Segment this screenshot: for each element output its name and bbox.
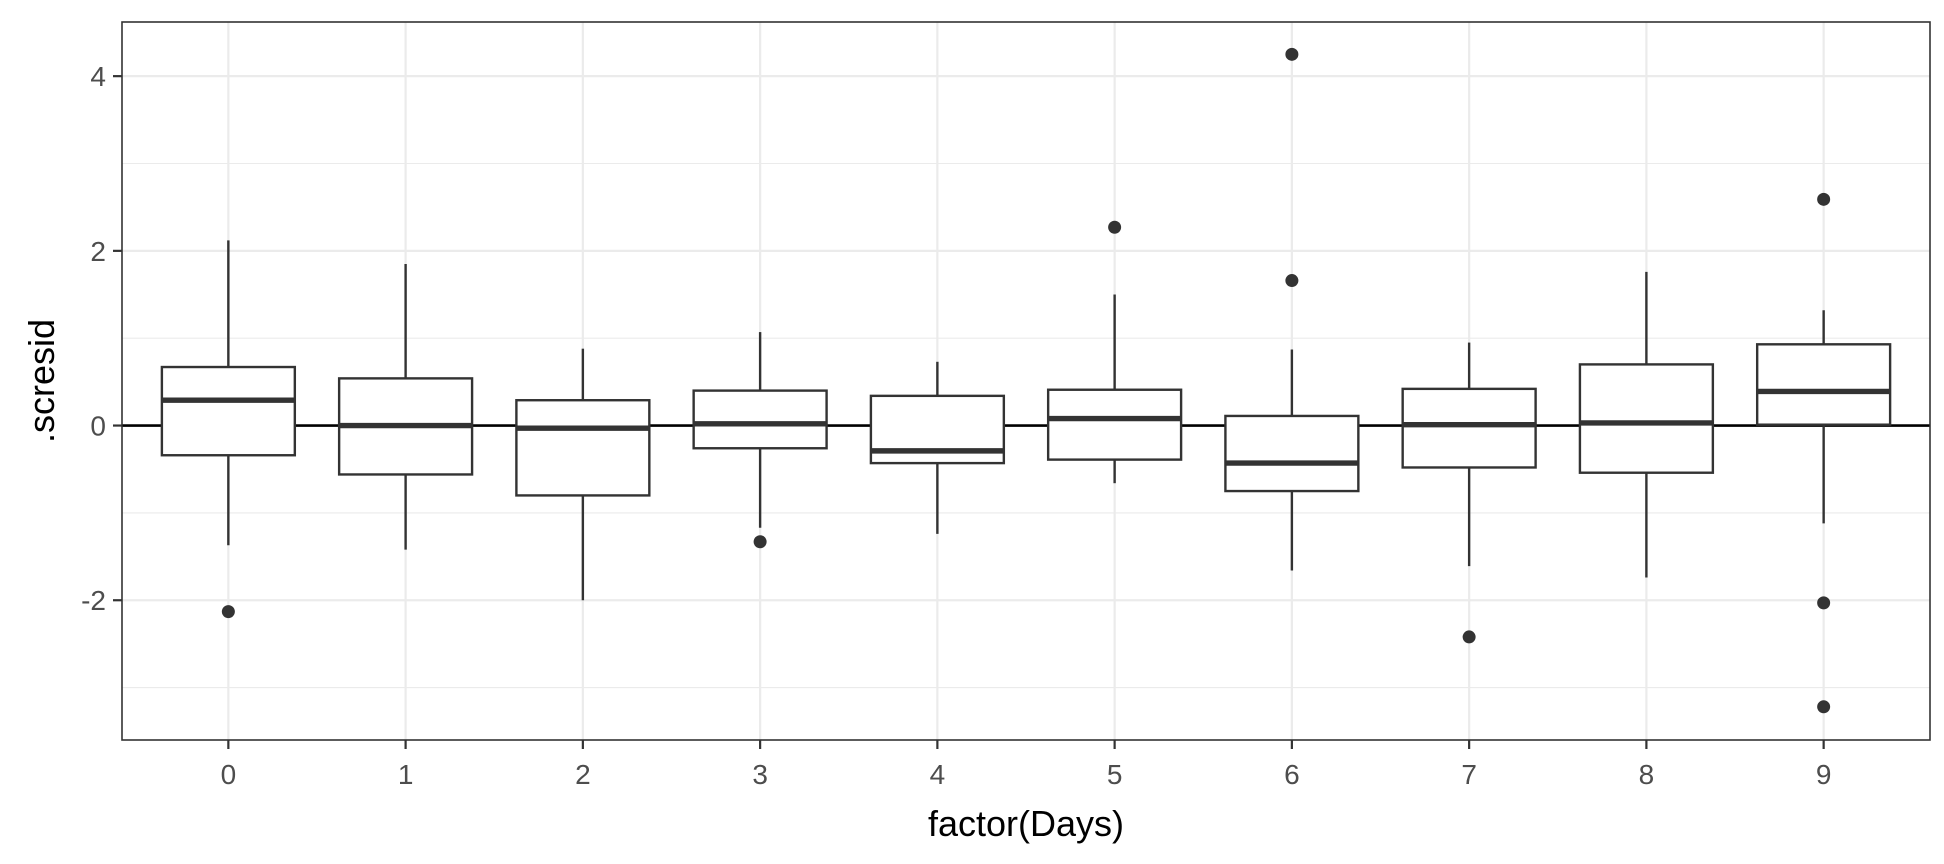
y-tick-label: 2 [90, 236, 106, 267]
box-group-day-9 [1755, 310, 1892, 524]
box-iqr [1755, 343, 1892, 426]
outlier-point [753, 535, 767, 549]
x-tick-label: 5 [1107, 759, 1123, 790]
box-group-day-5 [1046, 294, 1183, 484]
box-group-day-7 [1401, 342, 1537, 567]
boxes-layer [160, 240, 1892, 601]
box-iqr [1578, 363, 1715, 474]
outlier-point [1817, 192, 1831, 206]
box-iqr [1401, 387, 1537, 469]
x-tick-label: 8 [1639, 759, 1655, 790]
outliers-layer [221, 47, 1831, 714]
x-tick-label: 9 [1816, 759, 1832, 790]
x-tick-label: 1 [398, 759, 414, 790]
x-tick-label: 3 [752, 759, 768, 790]
outlier-point [1285, 47, 1299, 61]
y-axis-title: .scresid [21, 319, 62, 443]
box-iqr [692, 389, 828, 450]
box-group-day-8 [1578, 271, 1715, 578]
x-axis-title: factor(Days) [928, 803, 1124, 844]
outlier-point [1817, 700, 1831, 714]
box-group-day-6 [1224, 349, 1360, 571]
y-tick-label: 0 [90, 411, 106, 442]
x-tick-label: 0 [221, 759, 237, 790]
box-group-day-4 [869, 361, 1006, 534]
box-iqr [160, 365, 297, 457]
x-tick-label: 2 [575, 759, 591, 790]
axes-layer: -2 0 2 4 0 1 2 3 4 5 6 7 8 9 [81, 61, 1831, 790]
x-tick-label: 4 [930, 759, 946, 790]
x-tick-label: 7 [1461, 759, 1477, 790]
outlier-point [1817, 596, 1831, 610]
box-iqr [1224, 414, 1360, 493]
box-iqr [1046, 388, 1183, 461]
box-iqr [515, 399, 651, 497]
outlier-point [1462, 630, 1476, 644]
box-group-day-2 [515, 348, 651, 601]
outlier-point [221, 605, 235, 619]
box-group-day-1 [337, 263, 474, 550]
box-group-day-3 [692, 332, 828, 528]
x-tick-label: 6 [1284, 759, 1300, 790]
outlier-point [1285, 274, 1299, 288]
y-tick-label: -2 [81, 585, 106, 616]
panel-border [121, 21, 1931, 741]
y-tick-label: 4 [90, 61, 106, 92]
outlier-point [1108, 220, 1122, 234]
box-group-day-0 [160, 240, 297, 546]
